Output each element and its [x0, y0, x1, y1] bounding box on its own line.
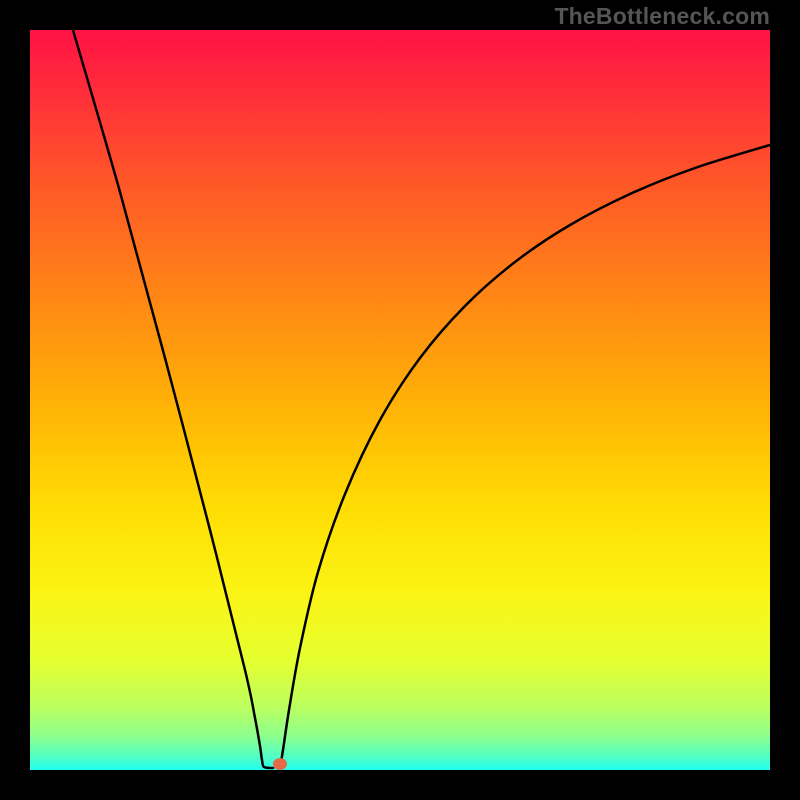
curve-descending	[73, 30, 273, 768]
curve-ascending	[280, 145, 770, 768]
marker-dot	[273, 758, 287, 770]
chart-container: TheBottleneck.com	[0, 0, 800, 800]
plot-svg	[0, 0, 800, 800]
watermark-text: TheBottleneck.com	[554, 3, 770, 30]
